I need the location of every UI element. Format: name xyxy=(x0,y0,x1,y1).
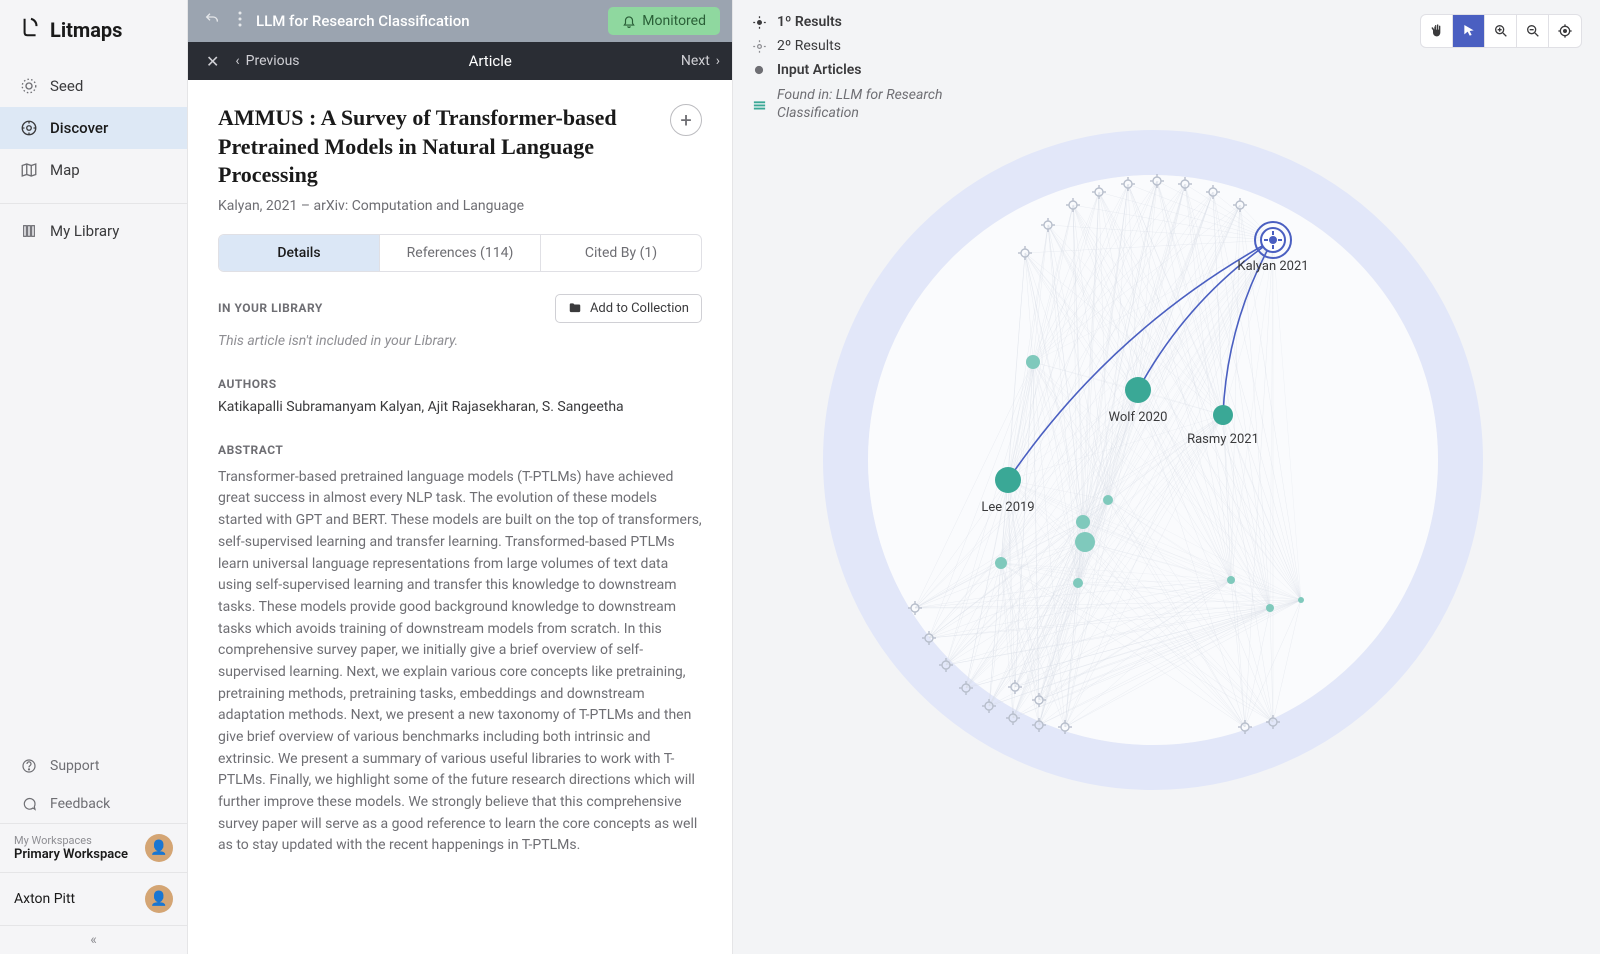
workspace-switcher[interactable]: My Workspaces Primary Workspace 👤 xyxy=(0,823,187,872)
workspace-name: Primary Workspace xyxy=(14,847,128,862)
add-collection-label: Add to Collection xyxy=(590,301,689,316)
library-note: This article isn't included in your Libr… xyxy=(218,333,702,349)
chevron-left-icon: ‹ xyxy=(235,53,239,69)
map-icon xyxy=(20,161,38,179)
user-name: Axton Pitt xyxy=(14,891,75,907)
next-label: Next xyxy=(681,53,710,69)
tab-citedby[interactable]: Cited By (1) xyxy=(541,235,701,271)
prev-label: Previous xyxy=(246,53,300,69)
topbar-title: LLM for Research Classification xyxy=(256,12,598,30)
svg-text:Lee 2019: Lee 2019 xyxy=(981,500,1034,515)
brand-name: Litmaps xyxy=(50,18,122,42)
bell-icon xyxy=(622,14,636,28)
add-article-button[interactable]: + xyxy=(670,104,702,136)
article-meta: Kalyan, 2021 – arXiv: Computation and La… xyxy=(218,198,702,214)
nav-feedback[interactable]: Feedback xyxy=(0,785,187,823)
nav-label: Discover xyxy=(50,119,108,137)
authors-heading: AUTHORS xyxy=(218,377,702,391)
workspace-category: My Workspaces xyxy=(14,834,128,847)
seed-icon xyxy=(20,77,38,95)
tab-details[interactable]: Details xyxy=(219,235,380,271)
nav-map[interactable]: Map xyxy=(0,149,187,191)
nav-seed[interactable]: Seed xyxy=(0,65,187,107)
svg-text:Wolf 2020: Wolf 2020 xyxy=(1109,410,1168,425)
nav-label: Map xyxy=(50,161,80,179)
collapse-sidebar[interactable]: « xyxy=(0,925,187,954)
next-button[interactable]: Next › xyxy=(681,53,720,69)
article-navbar: ✕ ‹ Previous Article Next › xyxy=(188,42,732,80)
undo-icon[interactable] xyxy=(200,7,224,35)
abstract-text: Transformer-based pretrained language mo… xyxy=(218,467,702,857)
nav-label: Seed xyxy=(50,77,83,95)
article-panel: LLM for Research Classification Monitore… xyxy=(188,0,733,954)
folder-icon xyxy=(568,301,582,315)
in-library-label: IN YOUR LIBRARY xyxy=(218,301,323,315)
discover-icon xyxy=(20,119,38,137)
article-body: AMMUS : A Survey of Transformer-based Pr… xyxy=(188,80,732,954)
add-to-collection-button[interactable]: Add to Collection xyxy=(555,294,702,323)
nav-library[interactable]: My Library xyxy=(0,210,187,252)
topbar: LLM for Research Classification Monitore… xyxy=(188,0,732,42)
prev-button[interactable]: ‹ Previous xyxy=(235,53,299,69)
close-button[interactable]: ✕ xyxy=(200,52,225,71)
chevron-right-icon: › xyxy=(716,53,720,69)
nav-label: Feedback xyxy=(50,796,110,812)
workspace-avatar: 👤 xyxy=(145,834,173,862)
help-icon xyxy=(20,757,38,775)
authors-list: Katikapalli Subramanyam Kalyan, Ajit Raj… xyxy=(218,399,702,415)
user-avatar: 👤 xyxy=(145,885,173,913)
nav-label: My Library xyxy=(50,222,119,240)
article-title: AMMUS : A Survey of Transformer-based Pr… xyxy=(218,104,654,190)
nav-support[interactable]: Support xyxy=(0,747,187,785)
monitored-badge[interactable]: Monitored xyxy=(608,7,720,35)
feedback-icon xyxy=(20,795,38,813)
user-menu[interactable]: Axton Pitt 👤 xyxy=(0,872,187,925)
sidebar: Litmaps Seed Discover Map xyxy=(0,0,188,954)
chevron-left-icon: « xyxy=(90,932,97,948)
monitored-label: Monitored xyxy=(642,13,706,29)
nav-discover[interactable]: Discover xyxy=(0,107,187,149)
graph-panel: 1º Results 2º Results Input Articles Fou… xyxy=(733,0,1600,954)
nav-label: Support xyxy=(50,758,99,774)
more-icon[interactable] xyxy=(234,7,246,35)
citation-graph[interactable]: Kalyan 2021 Wolf 2020 Rasmy 2021 Lee 2019 xyxy=(733,0,1600,954)
navbar-title: Article xyxy=(300,52,681,70)
svg-text:Kalyan 2021: Kalyan 2021 xyxy=(1237,259,1308,274)
logo[interactable]: Litmaps xyxy=(0,0,187,59)
tab-references[interactable]: References (114) xyxy=(380,235,541,271)
logo-icon xyxy=(20,16,42,43)
svg-text:Rasmy 2021: Rasmy 2021 xyxy=(1187,432,1259,447)
abstract-heading: ABSTRACT xyxy=(218,443,702,457)
library-icon xyxy=(20,222,38,240)
article-tabs: Details References (114) Cited By (1) xyxy=(218,234,702,272)
